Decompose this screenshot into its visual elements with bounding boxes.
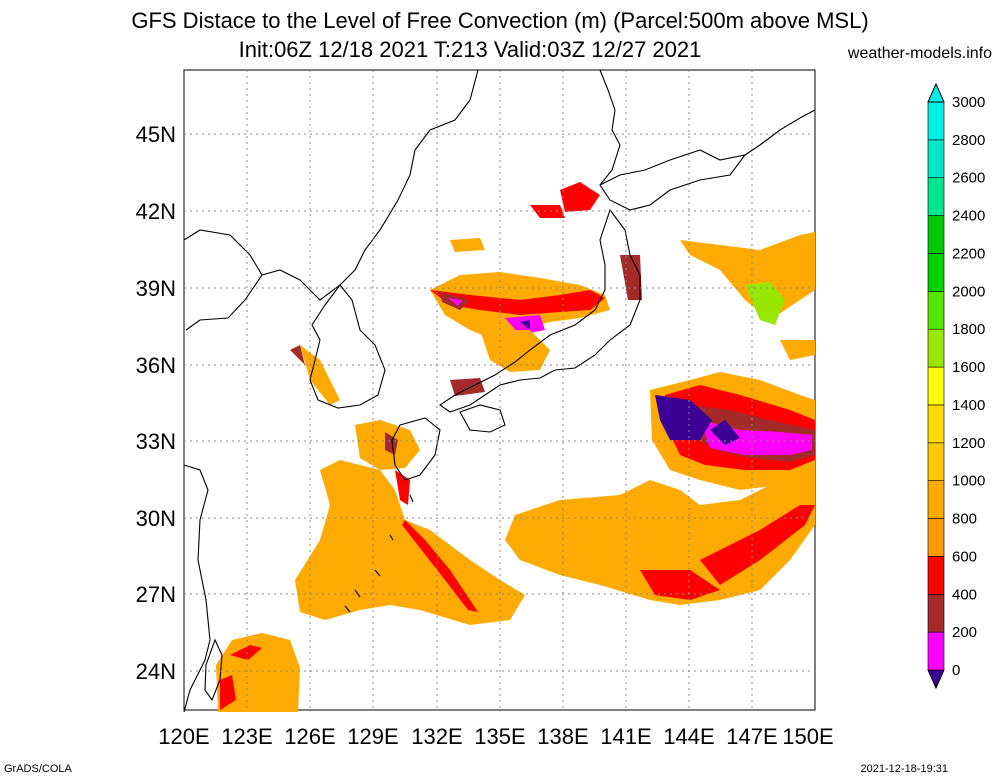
source-site: weather-models.info [847, 45, 992, 62]
lon-label-123e: 123E [221, 724, 272, 749]
colorbar-band [927, 253, 945, 292]
colorbar-band [927, 139, 945, 179]
colorbar: 0 200 400 600 800 1000 1200 1400 1600 1800 2000 220… [927, 82, 985, 690]
colorbar-label: 2800 [952, 132, 985, 149]
lat-label-36n: 36N [136, 353, 176, 378]
lat-label-24n: 24N [136, 659, 176, 684]
colorbar-max-arrow [927, 82, 945, 103]
lon-label-126e: 126E [284, 724, 335, 749]
colorbar-band [927, 215, 945, 254]
footer-right: 2021-12-18-19:31 [860, 763, 948, 775]
lat-label-33n: 33N [136, 429, 176, 454]
colorbar-label: 2000 [952, 283, 985, 300]
colorbar-label: 800 [952, 511, 977, 528]
shaded-field [216, 182, 815, 712]
colorbar-label: 1400 [952, 397, 985, 414]
lon-label-144e: 144E [663, 724, 714, 749]
lon-label-120e: 120E [158, 724, 209, 749]
colorbar-label: 600 [952, 548, 977, 565]
colorbar-band [927, 518, 945, 557]
colorbar-band [927, 556, 945, 595]
colorbar-min-arrow [927, 669, 945, 690]
colorbar-label: 3000 [952, 94, 985, 111]
colorbar-label: 2200 [952, 245, 985, 262]
colorbar-label: 2400 [952, 208, 985, 225]
colorbar-label: 0 [952, 662, 960, 679]
lon-label-138e: 138E [537, 724, 588, 749]
chart-title: GFS Distace to the Level of Free Convect… [131, 8, 869, 33]
graticule [184, 70, 815, 710]
chart-subtitle: Init:06Z 12/18 2021 T:213 Valid:03Z 12/2… [238, 37, 702, 62]
colorbar-band [927, 177, 945, 216]
lat-label-45n: 45N [136, 122, 176, 147]
lat-axis: 24N 27N 30N 33N 36N 39N 42N 45N [136, 122, 176, 684]
colorbar-label: 2600 [952, 170, 985, 187]
colorbar-label: 400 [952, 586, 977, 603]
colorbar-band [927, 366, 945, 406]
lon-axis: 120E 123E 126E 129E 132E 135E 138E 141E … [158, 724, 833, 749]
colorbar-label: 1000 [952, 473, 985, 490]
colorbar-band [927, 631, 945, 671]
footer-left: GrADS/COLA [4, 763, 72, 775]
colorbar-band [927, 442, 945, 481]
colorbar-label: 1800 [952, 321, 985, 338]
colorbar-band [927, 101, 945, 141]
lat-label-27n: 27N [136, 582, 176, 607]
lon-label-150e: 150E [782, 724, 833, 749]
lat-label-30n: 30N [136, 506, 176, 531]
colorbar-band [927, 593, 945, 633]
lat-label-42n: 42N [136, 199, 176, 224]
lon-label-141e: 141E [600, 724, 651, 749]
lon-label-135e: 135E [474, 724, 525, 749]
lon-label-132e: 132E [411, 724, 462, 749]
colorbar-label: 1200 [952, 435, 985, 452]
lon-label-129e: 129E [347, 724, 398, 749]
colorbar-band [927, 291, 945, 330]
colorbar-label: 200 [952, 624, 977, 641]
colorbar-band [927, 404, 945, 444]
colorbar-band [927, 480, 945, 519]
lat-label-39n: 39N [136, 276, 176, 301]
coastlines [183, 69, 816, 713]
colorbar-label: 1600 [952, 359, 985, 376]
colorbar-band [927, 328, 945, 368]
lon-label-147e: 147E [726, 724, 777, 749]
